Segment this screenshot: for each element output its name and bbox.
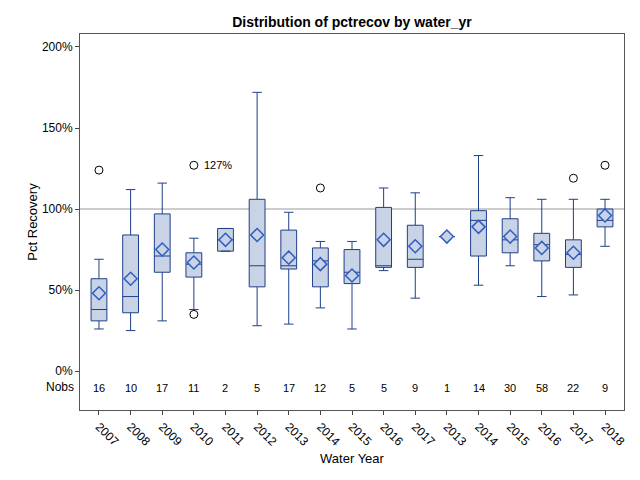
- svg-text:12: 12: [314, 382, 326, 394]
- svg-text:150%: 150%: [42, 121, 73, 135]
- svg-text:100%: 100%: [42, 202, 73, 216]
- svg-text:2012: 2012: [251, 420, 280, 449]
- svg-text:2008: 2008: [124, 420, 153, 449]
- svg-text:22: 22: [567, 382, 579, 394]
- svg-text:5: 5: [381, 382, 387, 394]
- svg-text:2016: 2016: [535, 420, 564, 449]
- svg-text:1: 1: [444, 382, 450, 394]
- svg-text:30: 30: [504, 382, 516, 394]
- svg-text:5: 5: [349, 382, 355, 394]
- svg-text:50%: 50%: [49, 283, 73, 297]
- svg-text:14: 14: [473, 382, 485, 394]
- svg-text:127%: 127%: [204, 159, 232, 171]
- svg-text:9: 9: [412, 382, 418, 394]
- svg-text:9: 9: [602, 382, 608, 394]
- svg-text:2013: 2013: [441, 420, 470, 449]
- svg-text:10: 10: [125, 382, 137, 394]
- svg-text:58: 58: [536, 382, 548, 394]
- svg-text:2015: 2015: [346, 420, 375, 449]
- svg-text:2014: 2014: [314, 420, 343, 449]
- svg-text:2018: 2018: [599, 420, 628, 449]
- svg-text:16: 16: [93, 382, 105, 394]
- svg-text:2010: 2010: [187, 420, 216, 449]
- svg-text:17: 17: [156, 382, 168, 394]
- svg-text:2016: 2016: [377, 420, 406, 449]
- svg-text:Pct Recovery: Pct Recovery: [25, 183, 40, 261]
- svg-text:2014: 2014: [472, 420, 501, 449]
- svg-text:2: 2: [222, 382, 228, 394]
- svg-text:2011: 2011: [219, 420, 247, 448]
- svg-text:Water Year: Water Year: [320, 451, 385, 466]
- svg-text:2017: 2017: [567, 420, 596, 449]
- svg-text:0%: 0%: [55, 364, 73, 378]
- svg-text:2007: 2007: [93, 420, 122, 449]
- svg-text:11: 11: [188, 382, 199, 394]
- svg-text:2009: 2009: [156, 420, 185, 449]
- svg-text:5: 5: [254, 382, 260, 394]
- svg-text:Nobs: Nobs: [46, 380, 74, 394]
- svg-text:2015: 2015: [504, 420, 533, 449]
- svg-text:2017: 2017: [409, 420, 438, 449]
- svg-text:200%: 200%: [42, 40, 73, 54]
- svg-text:2013: 2013: [282, 420, 311, 449]
- svg-text:Distribution of pctrecov by wa: Distribution of pctrecov by water_yr: [232, 14, 472, 30]
- svg-text:17: 17: [283, 382, 295, 394]
